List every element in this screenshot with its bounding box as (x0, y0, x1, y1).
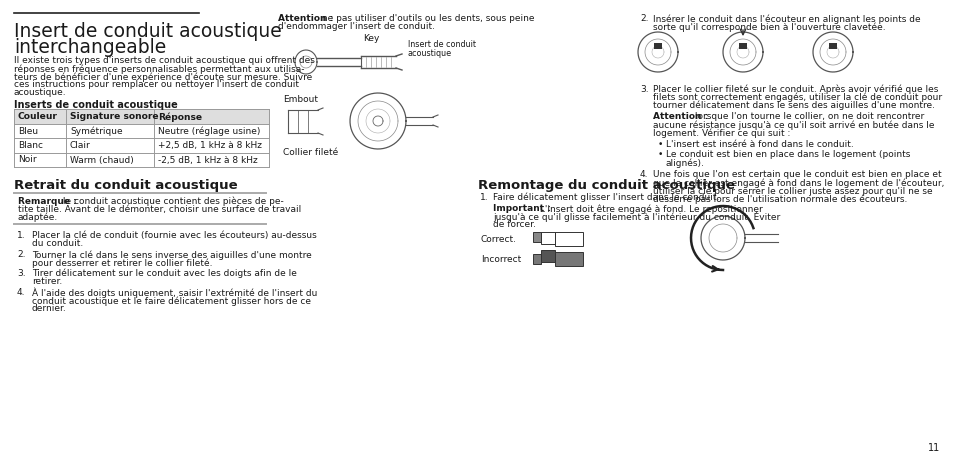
Text: Remontage du conduit acoustique: Remontage du conduit acoustique (477, 179, 734, 192)
Text: Placer la clé de conduit (fournie avec les écouteurs) au-dessus: Placer la clé de conduit (fournie avec l… (32, 231, 316, 240)
Text: du conduit.: du conduit. (32, 239, 83, 248)
Text: Blanc: Blanc (18, 141, 43, 150)
Text: Incorrect: Incorrect (480, 255, 520, 264)
Text: •: • (658, 140, 662, 149)
Bar (555, 252, 582, 266)
Bar (540, 232, 555, 244)
Text: dernier.: dernier. (32, 304, 67, 313)
Text: 2.: 2. (17, 250, 26, 259)
Text: Insert de conduit: Insert de conduit (408, 40, 476, 49)
Text: teurs de bénéficier d'une expérience d'écoute sur mesure. Suivre: teurs de bénéficier d'une expérience d'é… (14, 72, 312, 81)
Text: ne pas utiliser d'outils ou les dents, sous peine: ne pas utiliser d'outils ou les dents, s… (318, 14, 534, 23)
Text: acoustique: acoustique (408, 49, 452, 58)
Text: 1.: 1. (479, 193, 488, 202)
Text: que le collier est engagé à fond dans le logement de l'écouteur,: que le collier est engagé à fond dans le… (652, 178, 943, 188)
Text: réponses en fréquence personnalisables permettant aux utilisa-: réponses en fréquence personnalisables p… (14, 64, 304, 74)
Text: Couleur: Couleur (18, 112, 58, 121)
Text: ces instructions pour remplacer ou nettoyer l'insert de conduit: ces instructions pour remplacer ou netto… (14, 80, 298, 89)
Text: •: • (658, 150, 662, 159)
Text: conduit acoustique et le faire délicatement glisser hors de ce: conduit acoustique et le faire délicatem… (32, 296, 311, 306)
Text: Noir: Noir (18, 156, 36, 164)
Text: aucune résistance jusqu'à ce qu'il soit arrivé en butée dans le: aucune résistance jusqu'à ce qu'il soit … (652, 120, 934, 130)
Text: Collier fileté: Collier fileté (283, 148, 338, 157)
Text: Signature sonore: Signature sonore (70, 112, 158, 121)
Text: interchangeable: interchangeable (14, 38, 166, 57)
Text: le conduit acoustique contient des pièces de pe-: le conduit acoustique contient des pièce… (60, 197, 283, 206)
Text: Insérer le conduit dans l'écouteur en alignant les points de: Insérer le conduit dans l'écouteur en al… (652, 14, 920, 24)
Text: retirer.: retirer. (32, 277, 62, 286)
Bar (739, 43, 746, 49)
Text: -2,5 dB, 1 kHz à 8 kHz: -2,5 dB, 1 kHz à 8 kHz (158, 156, 257, 164)
Text: Inserts de conduit acoustique: Inserts de conduit acoustique (14, 100, 177, 110)
Text: Attention :: Attention : (277, 14, 333, 23)
Text: Tourner la clé dans le sens inverse des aiguilles d'une montre: Tourner la clé dans le sens inverse des … (32, 250, 312, 259)
Bar (533, 232, 540, 242)
Text: lorsque l'on tourne le collier, on ne doit rencontrer: lorsque l'on tourne le collier, on ne do… (691, 112, 923, 121)
Text: Attention :: Attention : (652, 112, 707, 121)
Text: filets sont correctement engagés, utiliser la clé de conduit pour: filets sont correctement engagés, utilis… (652, 93, 942, 102)
Bar (540, 250, 555, 262)
Text: 3.: 3. (639, 85, 648, 94)
Text: adaptée.: adaptée. (18, 213, 58, 223)
Bar (828, 43, 836, 49)
Text: Placer le collier fileté sur le conduit. Après avoir vérifié que les: Placer le collier fileté sur le conduit.… (652, 85, 938, 94)
Text: Clair: Clair (70, 141, 91, 150)
Text: 2.: 2. (639, 14, 648, 23)
Text: Le conduit est bien en place dans le logement (points: Le conduit est bien en place dans le log… (665, 150, 909, 159)
Bar (555, 232, 582, 246)
Text: Symétrique: Symétrique (70, 126, 123, 136)
Text: Tirer délicatement sur le conduit avec les doigts afin de le: Tirer délicatement sur le conduit avec l… (32, 269, 296, 279)
Text: utiliser la clé pour serrer le collier juste assez pour qu'il ne se: utiliser la clé pour serrer le collier j… (652, 186, 932, 195)
Text: Insert de conduit acoustique: Insert de conduit acoustique (14, 22, 281, 41)
Text: Warm (chaud): Warm (chaud) (70, 156, 133, 164)
Text: Neutre (réglage usine): Neutre (réglage usine) (158, 126, 260, 136)
Text: 4.: 4. (17, 288, 26, 297)
Text: 11: 11 (926, 443, 939, 453)
Text: acoustique.: acoustique. (14, 88, 67, 97)
Text: L'insert est inséré à fond dans le conduit.: L'insert est inséré à fond dans le condu… (665, 140, 853, 149)
Text: pour desserrer et retirer le collier fileté.: pour desserrer et retirer le collier fil… (32, 258, 213, 268)
Text: tite taille. Avant de le démonter, choisir une surface de travail: tite taille. Avant de le démonter, chois… (18, 205, 301, 214)
Text: 3.: 3. (17, 269, 26, 278)
Text: d'endommager l'insert de conduit.: d'endommager l'insert de conduit. (277, 22, 435, 31)
Bar (533, 254, 540, 264)
Text: logement. Vérifier ce qui suit :: logement. Vérifier ce qui suit : (652, 128, 789, 138)
Text: 1.: 1. (17, 231, 26, 240)
Text: Réponse: Réponse (158, 112, 202, 121)
Text: Embout: Embout (283, 95, 317, 104)
Bar (14, 109, 269, 124)
Text: Remarque :: Remarque : (18, 197, 76, 206)
Text: tourner délicatement dans le sens des aiguilles d'une montre.: tourner délicatement dans le sens des ai… (652, 101, 934, 111)
Text: 4.: 4. (639, 170, 648, 179)
Text: Bleu: Bleu (18, 126, 38, 136)
Text: +2,5 dB, 1 kHz à 8 kHz: +2,5 dB, 1 kHz à 8 kHz (158, 141, 262, 150)
Text: Une fois que l'on est certain que le conduit est bien en place et: Une fois que l'on est certain que le con… (652, 170, 941, 179)
Text: Key: Key (363, 34, 379, 43)
Text: Retrait du conduit acoustique: Retrait du conduit acoustique (14, 179, 237, 192)
Text: jusqu'à ce qu'il glisse facilement à l'intérieur du conduit. Éviter: jusqu'à ce qu'il glisse facilement à l'i… (493, 212, 780, 223)
Text: Il existe trois types d'inserts de conduit acoustique qui offrent des: Il existe trois types d'inserts de condu… (14, 56, 314, 65)
Text: Faire délicatement glisser l'insert dans le conduit.: Faire délicatement glisser l'insert dans… (493, 193, 719, 202)
Text: de forcer.: de forcer. (493, 220, 536, 229)
Text: alignés).: alignés). (665, 158, 704, 168)
Text: L'insert doit être engagé à fond. Le repositionner: L'insert doit être engagé à fond. Le rep… (537, 204, 762, 213)
Text: Important :: Important : (493, 204, 550, 213)
Text: desserre pas lors de l'utilisation normale des écouteurs.: desserre pas lors de l'utilisation norma… (652, 194, 906, 204)
Bar (654, 43, 661, 49)
Text: À l'aide des doigts uniquement, saisir l'extrémité de l'insert du: À l'aide des doigts uniquement, saisir l… (32, 288, 317, 299)
Text: Correct.: Correct. (480, 235, 517, 244)
Text: sorte qu'il corresponde bien à l'ouverture clavetée.: sorte qu'il corresponde bien à l'ouvertu… (652, 22, 884, 31)
